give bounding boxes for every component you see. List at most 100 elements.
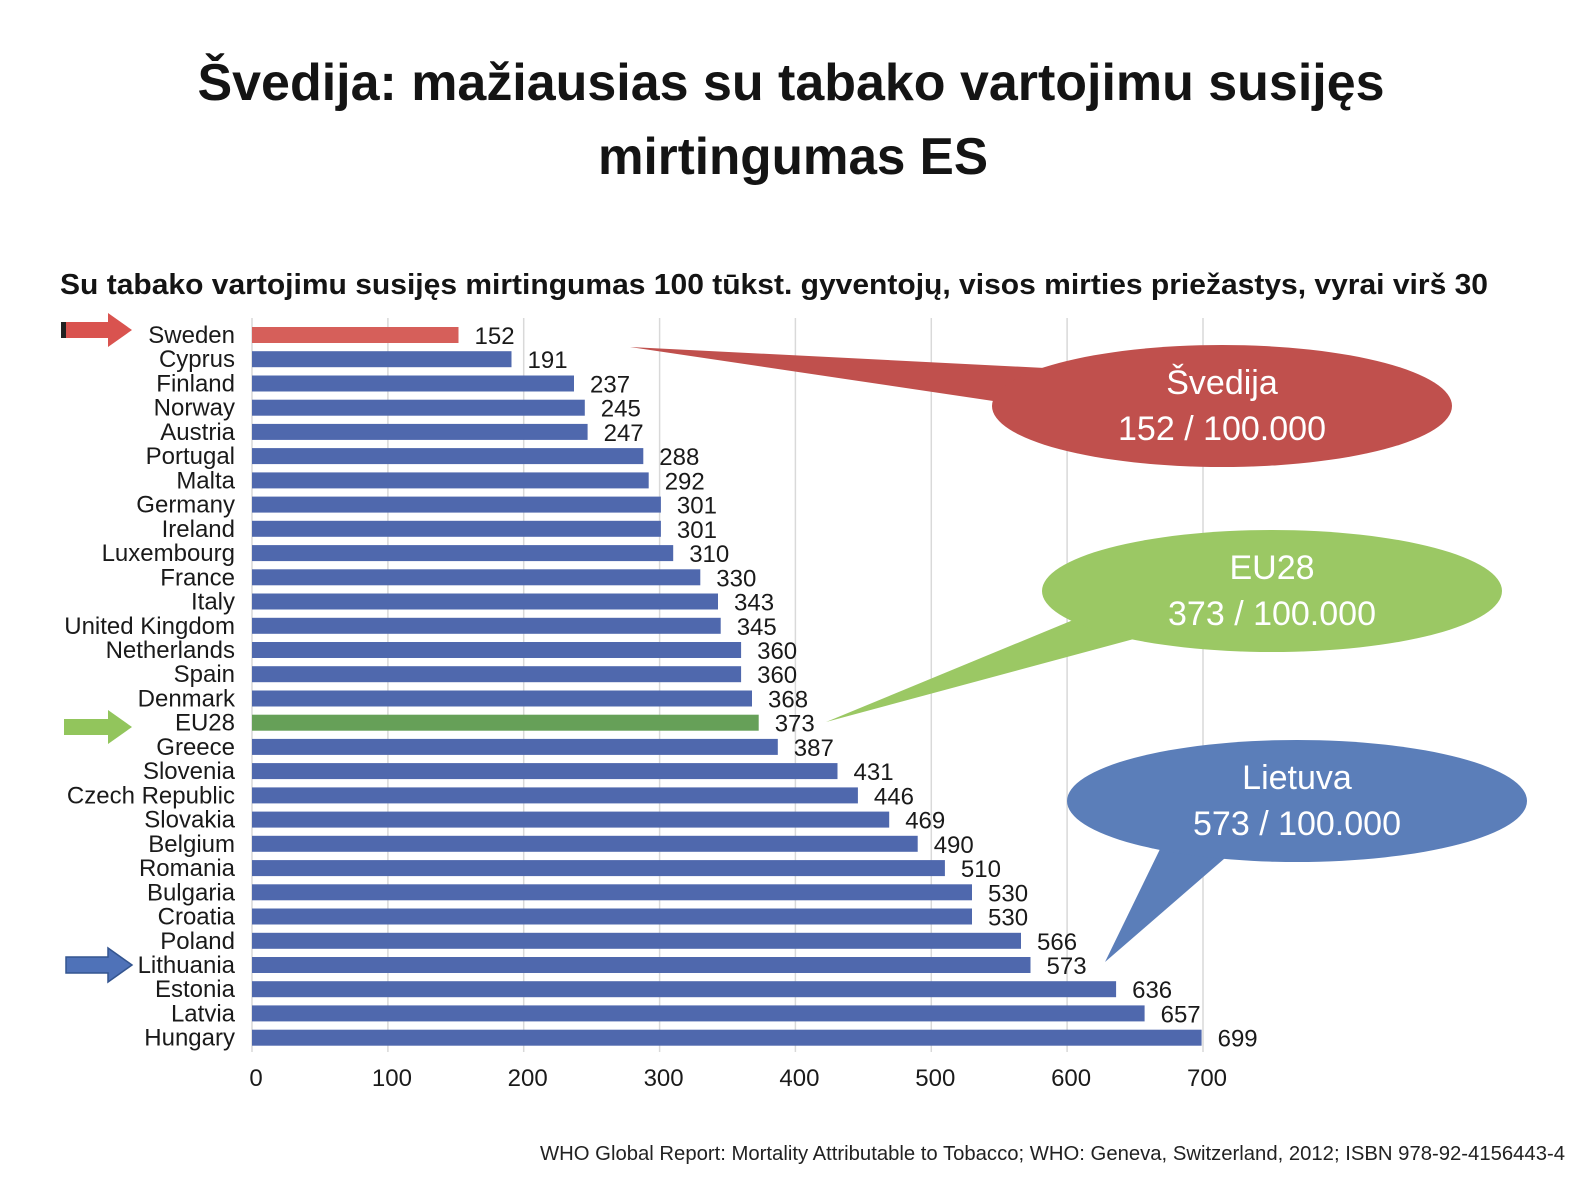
category-label-finland: Finland: [156, 371, 235, 398]
x-tick-label-400: 400: [779, 1065, 819, 1092]
bar-czech-republic: [252, 787, 858, 804]
bar-france: [252, 569, 701, 586]
value-label-eu28: 373: [775, 711, 815, 738]
category-label-malta: Malta: [176, 467, 235, 494]
bar-spain: [252, 666, 742, 683]
value-label-latvia: 657: [1161, 1001, 1201, 1028]
value-label-norway: 245: [601, 396, 641, 423]
bar-sweden: [252, 327, 459, 343]
x-tick-label-100: 100: [372, 1065, 412, 1092]
category-label-slovenia: Slovenia: [143, 758, 236, 785]
callout-sweden-label: Švedija: [1166, 364, 1278, 402]
callout-lithuania-value: 573 / 100.000: [1193, 805, 1401, 843]
bars: [252, 327, 1202, 1046]
callout-lithuania-label: Lietuva: [1242, 759, 1352, 797]
bar-united-kingdom: [252, 617, 721, 634]
x-tick-label-500: 500: [915, 1065, 955, 1092]
x-axis: 0 100 200 300 400 500 600 700: [249, 1065, 1227, 1092]
bar-hungary: [252, 1029, 1202, 1046]
category-label-united-kingdom: United Kingdom: [64, 613, 235, 640]
bar-norway: [252, 399, 585, 416]
bar-germany: [252, 496, 661, 513]
value-label-cyprus: 191: [528, 347, 568, 374]
value-label-romania: 510: [961, 856, 1001, 883]
category-label-poland: Poland: [160, 928, 235, 955]
value-label-slovakia: 469: [905, 808, 945, 835]
x-tick-label-0: 0: [249, 1065, 262, 1092]
callout-sweden-bubble: [992, 345, 1452, 467]
category-label-austria: Austria: [160, 419, 235, 446]
bar-cyprus: [252, 351, 512, 368]
value-label-belgium: 490: [934, 832, 974, 859]
category-label-denmark: Denmark: [138, 686, 236, 713]
value-label-sweden: 152: [475, 323, 515, 350]
bar-labels: Sweden 152 Cyprus 191 Finland 237 Norway 245 Aus…: [64, 322, 1257, 1053]
category-label-france: France: [160, 564, 235, 591]
value-label-bulgaria: 530: [988, 880, 1028, 907]
x-tick-label-300: 300: [644, 1065, 684, 1092]
bar-latvia: [252, 1005, 1145, 1022]
category-label-norway: Norway: [154, 395, 235, 422]
bar-eu28: [252, 714, 759, 731]
value-label-czech-republic: 446: [874, 783, 914, 810]
category-label-czech-republic: Czech Republic: [67, 782, 235, 809]
value-label-austria: 247: [604, 420, 644, 447]
value-label-portugal: 288: [659, 444, 699, 471]
bar-greece: [252, 738, 778, 755]
callout-eu28: EU28 373 / 100.000: [826, 530, 1502, 722]
category-label-germany: Germany: [136, 492, 235, 519]
bar-slovenia: [252, 763, 838, 780]
value-label-malta: 292: [665, 468, 705, 495]
category-label-latvia: Latvia: [171, 1000, 236, 1027]
category-label-hungary: Hungary: [144, 1025, 235, 1052]
lithuania-arrow-icon: [65, 946, 134, 984]
category-label-cyprus: Cyprus: [159, 346, 235, 373]
bar-luxembourg: [252, 545, 674, 562]
callout-eu28-label: EU28: [1229, 549, 1314, 587]
value-label-luxembourg: 310: [689, 541, 729, 568]
callout-sweden-pointer: [630, 347, 1045, 402]
bar-austria: [252, 423, 588, 440]
bar-malta: [252, 472, 649, 489]
callout-eu28-pointer: [826, 618, 1145, 722]
x-tick-label-600: 600: [1051, 1065, 1091, 1092]
value-label-united-kingdom: 345: [737, 614, 777, 641]
chart-title: Su tabako vartojimu susijęs mirtingumas …: [60, 269, 1488, 301]
callout-lithuania-pointer: [1105, 845, 1232, 962]
bar-portugal: [252, 448, 644, 465]
source-citation: WHO Global Report: Mortality Attributabl…: [540, 1143, 1565, 1165]
bar-ireland: [252, 520, 661, 537]
callout-sweden: Švedija 152 / 100.000: [630, 345, 1452, 467]
value-label-hungary: 699: [1218, 1026, 1258, 1053]
category-label-lithuania: Lithuania: [138, 952, 236, 979]
bar-belgium: [252, 835, 918, 852]
bar-finland: [252, 375, 574, 392]
value-label-estonia: 636: [1132, 977, 1172, 1004]
category-label-luxembourg: Luxembourg: [102, 540, 235, 567]
row-markers: [61, 313, 134, 984]
value-label-france: 330: [716, 565, 756, 592]
callout-lithuania-bubble: [1067, 740, 1527, 862]
category-label-romania: Romania: [139, 855, 236, 882]
category-label-portugal: Portugal: [146, 443, 235, 470]
value-label-finland: 237: [590, 372, 630, 399]
bar-estonia: [252, 981, 1117, 998]
value-label-italy: 343: [734, 590, 774, 617]
value-label-greece: 387: [794, 735, 834, 762]
bar-croatia: [252, 908, 972, 925]
bar-denmark: [252, 690, 752, 707]
callout-sweden-value: 152 / 100.000: [1118, 410, 1326, 448]
value-label-croatia: 530: [988, 905, 1028, 932]
x-tick-label-700: 700: [1187, 1065, 1227, 1092]
bar-romania: [252, 860, 945, 877]
category-label-greece: Greece: [156, 734, 235, 761]
value-label-netherlands: 360: [757, 638, 797, 665]
category-label-sweden: Sweden: [148, 322, 235, 349]
bar-slovakia: [252, 811, 890, 828]
value-label-germany: 301: [677, 493, 717, 520]
sweden-arrow-icon: [66, 313, 132, 347]
bar-bulgaria: [252, 884, 972, 901]
value-label-poland: 566: [1037, 929, 1077, 956]
value-label-denmark: 368: [768, 687, 808, 714]
